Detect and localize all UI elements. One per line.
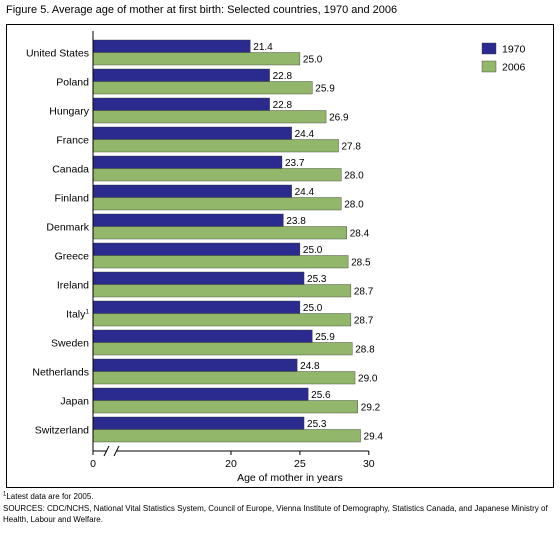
value-label: 24.8 [300,361,320,372]
category-label: France [56,135,89,147]
value-label: 25.9 [315,332,335,343]
bar-1970 [92,300,301,314]
value-label: 28.0 [344,200,364,211]
bar-2006 [92,255,349,269]
bar-2006 [92,139,339,153]
value-label: 22.8 [273,71,293,82]
value-label: 29.0 [358,374,378,385]
category-label: Canada [52,164,89,176]
value-label: 22.8 [273,100,293,111]
category-label: Ireland [57,280,89,292]
bar-2006 [92,81,313,95]
bar-1970 [92,39,251,53]
value-label: 24.4 [295,129,315,140]
sources-note: SOURCES: CDC/NCHS, National Vital Statis… [3,504,548,524]
figure-title: Figure 5. Average age of mother at first… [6,4,398,16]
bar-1970 [92,213,284,227]
x-tick-label: 30 [363,458,375,470]
bar-1970 [92,155,283,169]
value-label: 26.9 [329,113,349,124]
legend-label: 1970 [502,44,526,56]
bar-1970 [92,416,305,430]
bar-2006 [92,342,353,356]
bar-1970 [92,387,309,401]
bar-1970 [92,184,292,198]
value-label: 29.2 [361,403,381,414]
x-tick-label: 20 [225,458,237,470]
bar-2006 [92,52,301,66]
value-label: 25.6 [311,390,331,401]
bar-chart: 21.4 25.0 United States 22.8 25.9 Poland 22.8 2… [26,31,526,484]
value-label: 27.8 [341,142,361,153]
bar-2006 [92,371,356,385]
legend-label: 2006 [502,62,526,74]
chart-frame: 21.4 25.0 United States 22.8 25.9 Poland 22.8 2… [6,24,554,488]
category-label: Italy1 [66,309,89,321]
bar-2006 [92,197,342,211]
value-label: 25.0 [303,55,323,66]
value-label: 23.7 [285,158,305,169]
value-label: 25.9 [315,84,335,95]
bar-2006 [92,110,327,124]
value-label: 28.5 [351,258,371,269]
value-label: 29.4 [364,432,384,443]
bar-1970 [92,68,270,82]
axis-break-mark [113,445,120,457]
category-label: Greece [55,251,90,263]
category-label: Denmark [46,222,89,234]
category-footnote-marker: 1 [85,309,89,316]
bar-2006 [92,313,352,327]
category-label: Poland [56,77,89,89]
x-tick-label: 0 [90,458,96,470]
category-label: Japan [60,396,89,408]
bar-2006 [92,400,358,414]
legend-swatch [481,42,497,55]
footnote: 1Latest data are for 2005. [3,491,94,501]
bar-1970 [92,126,292,140]
category-label: Netherlands [32,367,89,379]
category-label: Sweden [51,338,89,350]
category-label: Switzerland [35,425,89,437]
x-axis-title: Age of mother in years [237,472,343,484]
footnote-marker: 1 [3,491,7,498]
value-label: 21.4 [253,42,273,53]
value-label: 28.8 [355,345,375,356]
x-tick-label: 25 [294,458,306,470]
bar-1970 [92,329,313,343]
bar-1970 [92,271,305,285]
value-label: 24.4 [295,187,315,198]
bar-1970 [92,242,301,256]
category-label: Hungary [49,106,89,118]
bar-1970 [92,358,298,372]
value-label: 23.8 [286,216,306,227]
value-label: 28.0 [344,171,364,182]
bar-2006 [92,429,361,443]
value-label: 25.3 [307,274,327,285]
bar-2006 [92,284,352,298]
value-label: 25.0 [303,245,323,256]
legend-swatch [481,60,497,73]
category-label: United States [26,48,89,60]
axis-break-mark [103,445,110,457]
value-label: 28.7 [354,316,374,327]
value-label: 25.0 [303,303,323,314]
footnote-text: Latest data are for 2005. [6,492,94,501]
value-label: 28.7 [354,287,374,298]
bar-1970 [92,97,270,111]
bar-2006 [92,168,342,182]
value-label: 28.4 [350,229,370,240]
category-label: Finland [55,193,90,205]
bar-2006 [92,226,347,240]
value-label: 25.3 [307,419,327,430]
